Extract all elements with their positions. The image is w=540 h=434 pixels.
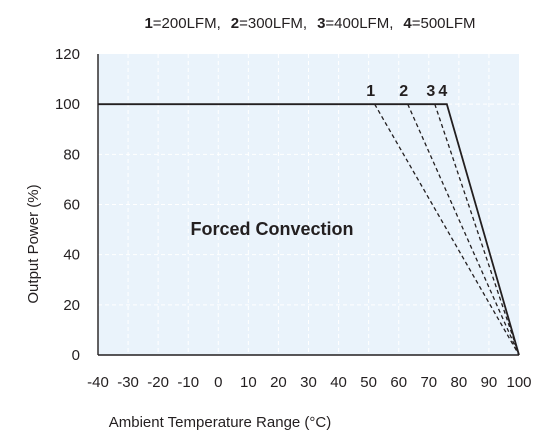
x-axis-title: Ambient Temperature Range (°C) [109,414,332,431]
x-tick-label: 100 [506,374,531,391]
series-label-3: 3 [426,83,435,100]
x-tick-label: 60 [390,374,407,391]
y-axis-title: Output Power (%) [25,184,42,303]
series-group [98,103,520,356]
y-tick-label: 0 [72,347,80,364]
x-tick-label: -30 [117,374,139,391]
x-tick-labels: -40 -30 -20 -10 0 10 20 30 40 50 60 70 80 90 100 [87,374,531,391]
legend-value: =400LFM, [325,15,393,32]
x-tick-label: 70 [420,374,437,391]
chart-legend: 1=200LFM, 2=300LFM, 3=400LFM, 4=500LFM [144,15,475,32]
y-tick-label: 80 [63,146,80,163]
series-label-4: 4 [438,83,447,100]
x-tick-label: 20 [270,374,287,391]
x-tick-label: 0 [214,374,222,391]
legend-key: 2 [231,15,239,32]
x-tick-label: 10 [240,374,257,391]
y-tick-label: 40 [63,247,80,264]
x-tick-label: -10 [177,374,199,391]
y-tick-label: 120 [55,46,80,63]
y-tick-label: 60 [63,197,80,214]
x-tick-label: 40 [330,374,347,391]
legend-value: =300LFM, [239,15,307,32]
x-tick-label: 90 [481,374,498,391]
series-label-2: 2 [399,83,408,100]
series-line-3 [434,103,520,356]
x-tick-label: -40 [87,374,109,391]
legend-key: 4 [403,15,412,32]
y-tick-label: 20 [63,297,80,314]
y-tick-labels: 0 20 40 60 80 100 120 [55,46,80,364]
x-tick-label: 80 [451,374,468,391]
legend-value: =500LFM [412,15,476,32]
series-line-4 [98,103,520,356]
legend-key: 1 [144,15,152,32]
series-line-1 [374,103,520,356]
series-label-1: 1 [366,83,375,100]
x-tick-label: -20 [147,374,169,391]
legend-key: 3 [317,15,325,32]
legend-value: =200LFM, [153,15,221,32]
region-label: Forced Convection [190,219,353,239]
x-tick-label: 30 [300,374,317,391]
y-tick-label: 100 [55,96,80,113]
x-tick-label: 50 [360,374,377,391]
series-line-2 [407,103,520,356]
